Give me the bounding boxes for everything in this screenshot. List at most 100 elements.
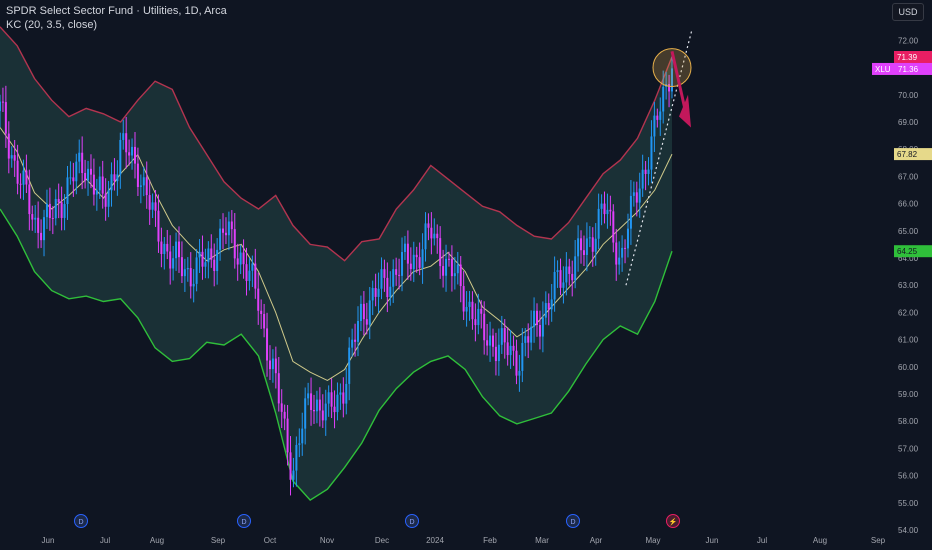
candle-body bbox=[577, 238, 580, 257]
candle-body bbox=[445, 258, 448, 276]
price-axis[interactable]: 54.00 55.00 56.00 57.00 58.00 59.00 60.00 61.00… bbox=[893, 0, 932, 550]
candle-body bbox=[183, 269, 186, 277]
candle-body bbox=[398, 274, 401, 276]
candle-body bbox=[104, 193, 107, 207]
dividend-marker[interactable] bbox=[74, 514, 88, 528]
candle-body bbox=[280, 403, 283, 412]
candle-body bbox=[359, 303, 362, 322]
candle-body bbox=[89, 168, 92, 175]
x-tick-label: Jul bbox=[757, 536, 767, 545]
candle-body bbox=[139, 185, 142, 187]
indicator-legend[interactable]: KC (20, 3.5, close) bbox=[6, 19, 98, 31]
candle-body bbox=[483, 313, 486, 341]
candle-body bbox=[166, 243, 169, 252]
candle-body bbox=[600, 203, 603, 209]
candle-body bbox=[571, 273, 574, 281]
x-tick-label: Mar bbox=[535, 536, 549, 545]
candle-body bbox=[659, 111, 662, 120]
candle-body bbox=[650, 136, 653, 170]
candle-body bbox=[533, 310, 536, 327]
candle-body bbox=[321, 410, 324, 421]
candle-body bbox=[541, 317, 544, 337]
candle-body bbox=[207, 248, 210, 263]
candle-body bbox=[471, 301, 474, 320]
candle-body bbox=[180, 257, 183, 277]
candle-body bbox=[318, 399, 321, 411]
candle-body bbox=[160, 241, 163, 254]
candle-body bbox=[624, 247, 627, 249]
candle-body bbox=[395, 269, 398, 275]
y-tick-label: 63.00 bbox=[898, 281, 919, 290]
candle-body bbox=[242, 252, 245, 265]
candle-body bbox=[582, 250, 585, 255]
y-tick-label: 54.00 bbox=[898, 526, 919, 535]
x-tick-label: Sep bbox=[871, 536, 886, 545]
candle-body bbox=[330, 392, 333, 407]
candle-body bbox=[163, 243, 166, 254]
candle-body bbox=[591, 237, 594, 252]
candle-body bbox=[489, 335, 492, 346]
time-axis[interactable]: Jun Jul Aug Sep Oct Nov Dec 2024 Feb Mar Apr May Jun… bbox=[42, 514, 886, 546]
y-tick-label: 57.00 bbox=[898, 444, 919, 453]
currency-button[interactable]: USD bbox=[892, 3, 924, 21]
candle-body bbox=[295, 444, 298, 471]
candle-body bbox=[57, 198, 60, 203]
x-tick-label: May bbox=[645, 536, 660, 545]
down-arrow bbox=[670, 50, 688, 115]
y-tick-label: 65.00 bbox=[898, 227, 919, 236]
candle-body bbox=[635, 192, 638, 203]
candle-body bbox=[34, 217, 37, 220]
y-tick-label: 64.00 bbox=[898, 254, 919, 263]
candle-body bbox=[371, 288, 374, 301]
candle-body bbox=[236, 258, 239, 265]
candle-body bbox=[362, 303, 365, 320]
candle-body bbox=[148, 195, 151, 210]
middle-band-tag-label: 67.82 bbox=[897, 150, 918, 159]
candle-body bbox=[75, 161, 78, 182]
symbol-tag-label: XLU bbox=[875, 65, 891, 74]
dividend-marker[interactable] bbox=[405, 514, 419, 528]
y-tick-label: 67.00 bbox=[898, 172, 919, 181]
candle-body bbox=[415, 254, 418, 258]
candle-body bbox=[201, 251, 204, 267]
candle-body bbox=[274, 358, 277, 374]
candle-body bbox=[324, 403, 327, 421]
dividend-marker-label: D bbox=[409, 519, 414, 526]
candle-body bbox=[301, 428, 304, 444]
dividend-marker[interactable] bbox=[566, 514, 580, 528]
candle-body bbox=[128, 152, 131, 156]
y-tick-label: 70.00 bbox=[898, 91, 919, 100]
dividend-marker[interactable] bbox=[237, 514, 251, 528]
candle-body bbox=[292, 470, 295, 480]
earnings-marker-label: ⚡ bbox=[669, 517, 678, 526]
candle-body bbox=[113, 174, 116, 182]
candle-body bbox=[609, 209, 612, 212]
x-tick-label: Jun bbox=[706, 536, 719, 545]
candle-body bbox=[559, 270, 562, 288]
upper-band-tag-label: 71.39 bbox=[897, 53, 918, 62]
candle-body bbox=[412, 254, 415, 270]
candlestick-series bbox=[0, 53, 673, 496]
candle-body bbox=[107, 190, 110, 207]
candle-body bbox=[632, 192, 635, 196]
candle-body bbox=[550, 299, 553, 310]
candle-body bbox=[154, 202, 157, 211]
candle-body bbox=[40, 232, 43, 241]
candle-body bbox=[10, 155, 13, 159]
candle-body bbox=[368, 300, 371, 325]
candle-body bbox=[43, 217, 46, 241]
lightning-icon[interactable] bbox=[666, 514, 680, 528]
candle-body bbox=[266, 328, 269, 361]
candle-body bbox=[101, 176, 104, 194]
candle-body bbox=[310, 393, 313, 411]
candle-body bbox=[263, 313, 266, 329]
candle-body bbox=[87, 168, 90, 181]
candle-body bbox=[271, 358, 274, 370]
candle-body bbox=[342, 392, 345, 404]
candle-body bbox=[48, 203, 51, 218]
candle-body bbox=[248, 270, 251, 281]
candle-body bbox=[562, 282, 565, 288]
candle-body bbox=[351, 339, 354, 348]
candle-body bbox=[494, 346, 497, 362]
